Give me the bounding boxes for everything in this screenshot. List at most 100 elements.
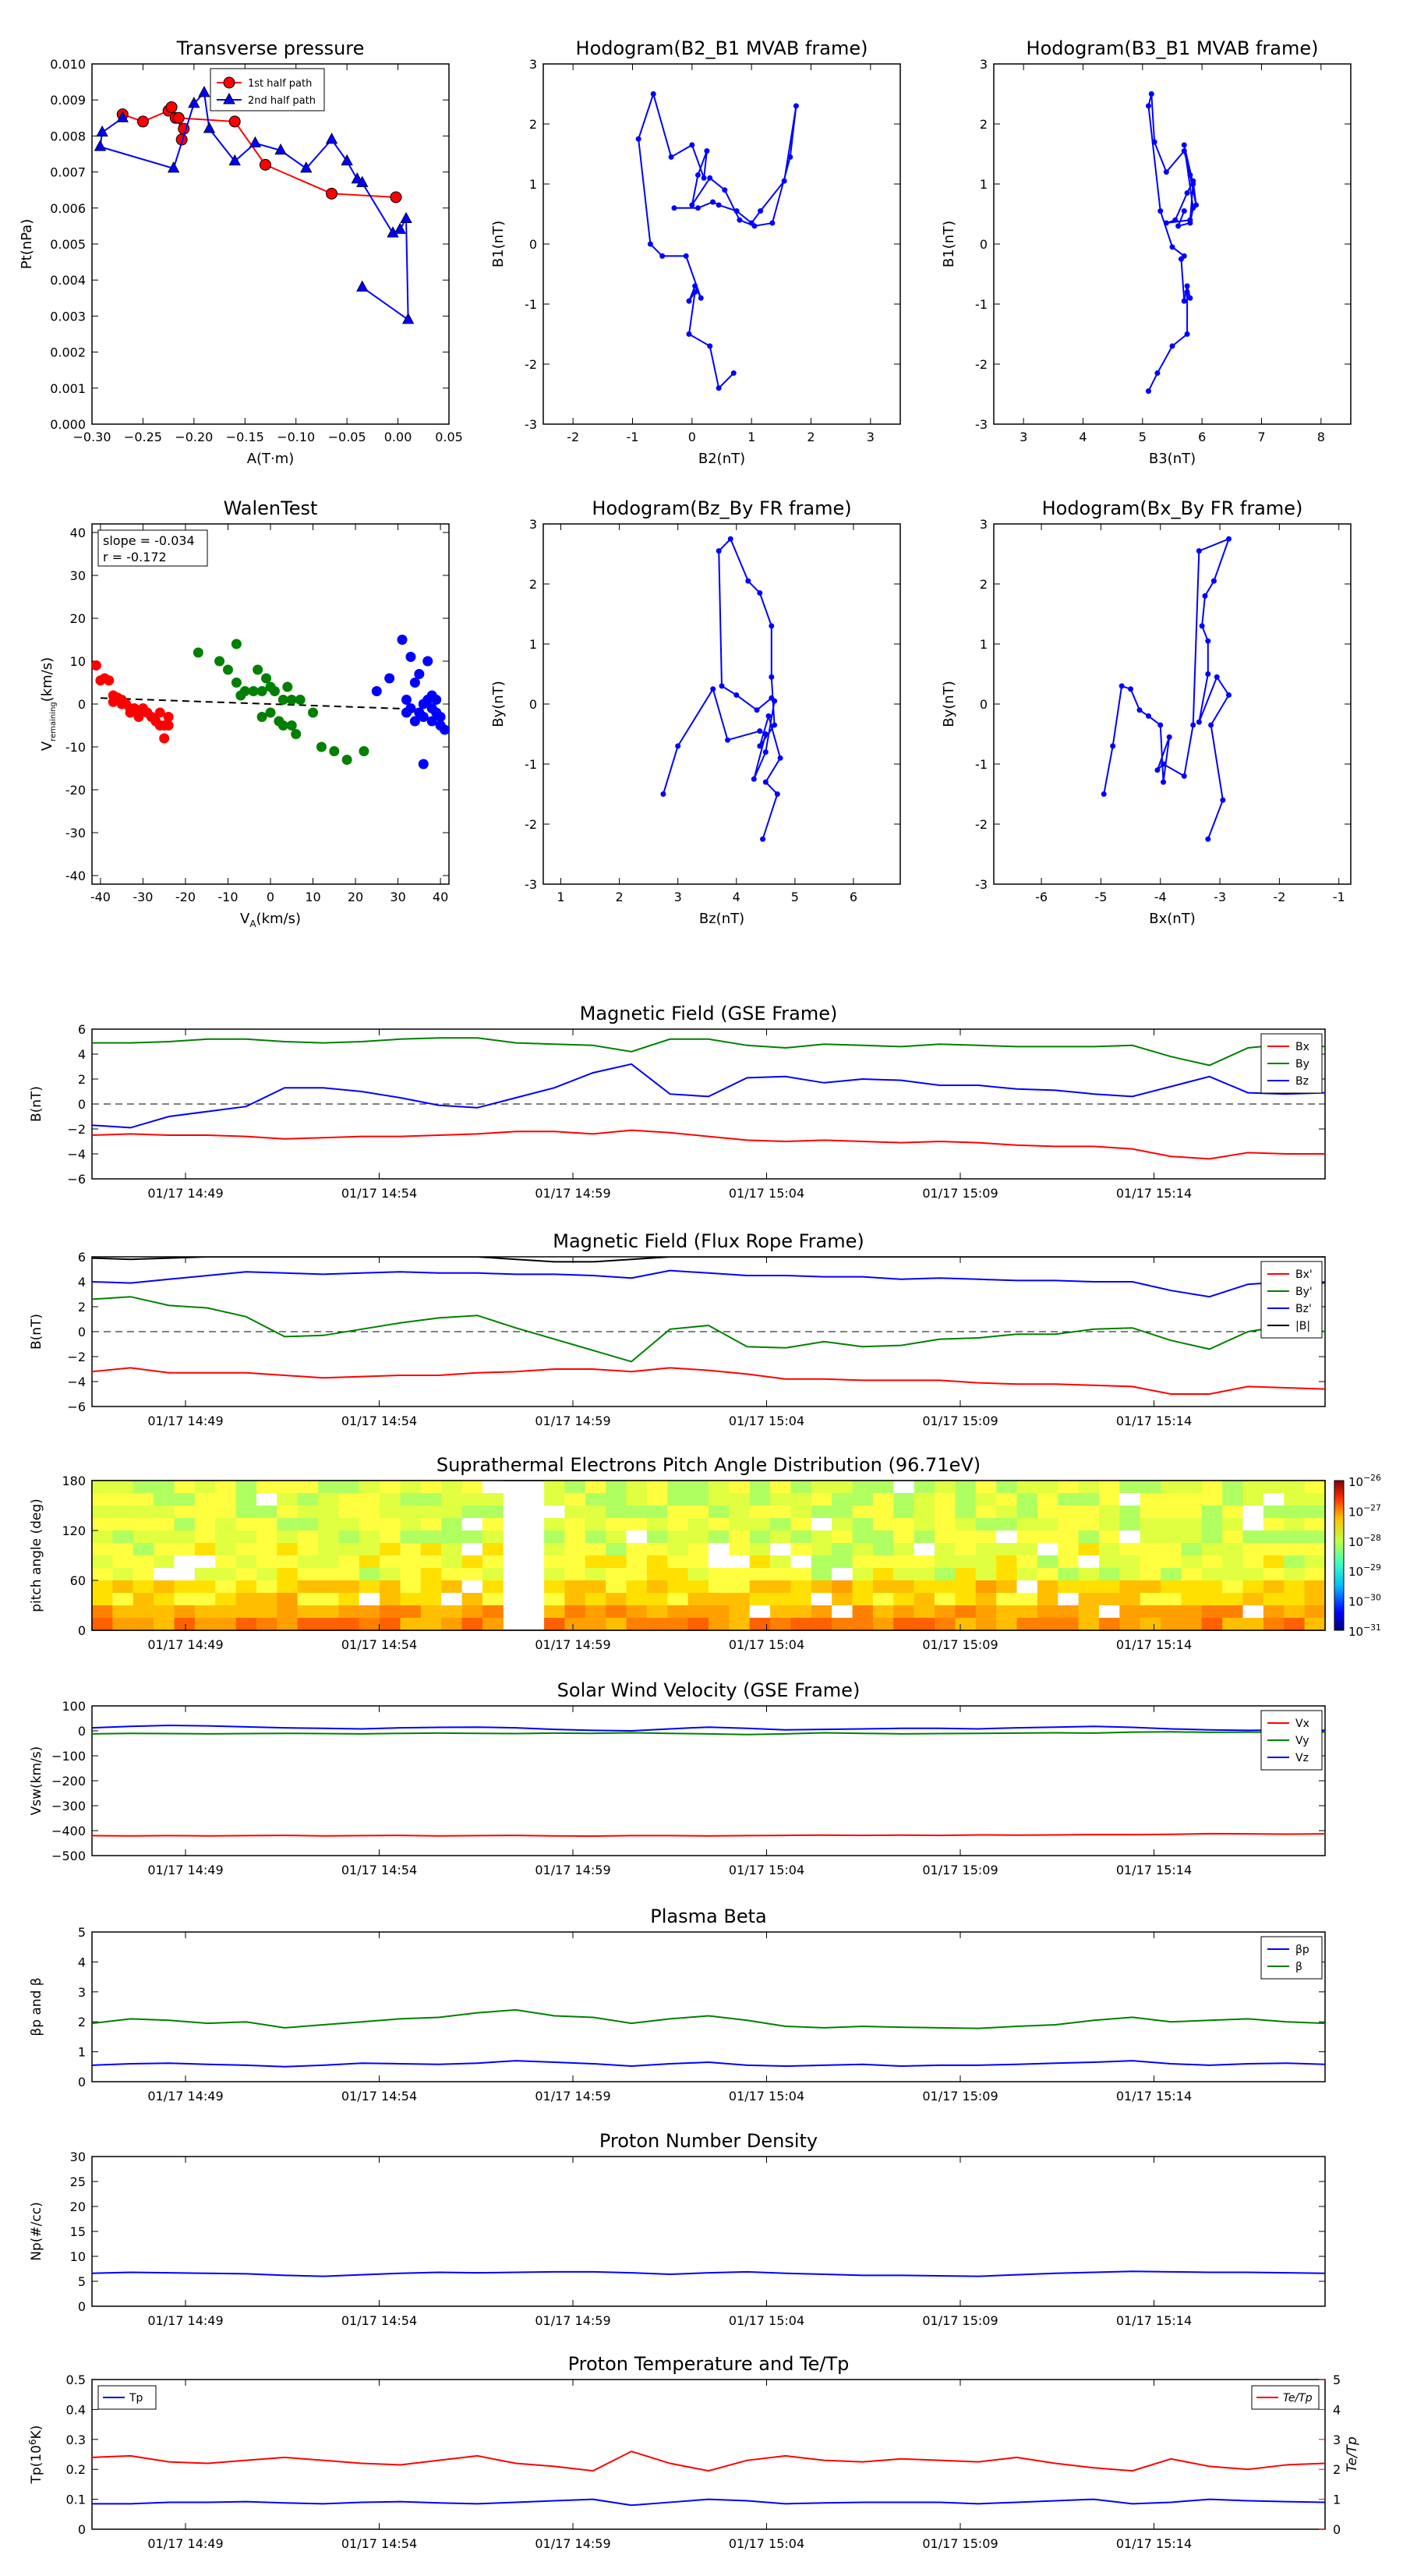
pad-cell	[1016, 1506, 1038, 1519]
pad-cell	[1058, 1481, 1080, 1494]
pad-cell	[1119, 1493, 1141, 1506]
mag_fr-ytick-label: 6	[78, 1250, 86, 1265]
pad-title: Suprathermal Electrons Pitch Angle Distr…	[436, 1454, 981, 1476]
pad-cell	[790, 1580, 812, 1594]
pad-cell	[749, 1568, 771, 1581]
hodo_b2b1-xtick-label: 0	[688, 430, 696, 444]
vsw-legend-label: Vy	[1295, 1735, 1309, 1747]
transverse_pressure-panel: Transverse pressure−0.30 −0.25 −0.20 −0.15−…	[19, 37, 463, 467]
pad-cell	[955, 1555, 977, 1569]
pad-colorbar-label: 10−29	[1348, 1562, 1381, 1579]
pad-colorbar-label: 10−30	[1348, 1593, 1381, 1609]
mag_fr-xtick-label: 01/17 14:59	[535, 1414, 610, 1428]
pad-cell	[1263, 1580, 1285, 1594]
pad-cell	[729, 1518, 751, 1531]
pad-cell	[297, 1593, 319, 1606]
pad-cell	[687, 1555, 709, 1569]
pad-cell	[133, 1580, 154, 1594]
hodo_bzby-point	[765, 713, 772, 719]
pad-cell	[112, 1530, 134, 1544]
pad-cell	[256, 1518, 277, 1531]
np-ytick-label: 20	[70, 2199, 86, 2214]
pad-cell	[832, 1543, 853, 1556]
hodo_b2b1-title: Hodogram(B2_B1 MVAB frame)	[576, 37, 868, 59]
mag_gse-series-Bx	[92, 1129, 1325, 1160]
beta-xtick-label: 01/17 14:59	[535, 2089, 610, 2104]
pad-cell	[564, 1568, 586, 1581]
mag_fr-xtick-label: 01/17 15:09	[922, 1414, 998, 1428]
pad-cell	[174, 1593, 196, 1606]
pad-colorbar-label: 10−31	[1348, 1622, 1381, 1639]
pad-cell	[400, 1593, 422, 1606]
pad-cell	[1263, 1530, 1285, 1544]
pad-cell	[667, 1530, 689, 1544]
hodo_b3b1-point	[1190, 205, 1196, 211]
hodo_bxby-point	[1119, 683, 1125, 689]
transverse_pressure-legend-marker	[223, 76, 235, 89]
hodo_bxby-series-line	[1103, 537, 1231, 840]
pad-cell	[1284, 1506, 1306, 1519]
pad-cell	[1078, 1506, 1100, 1519]
tp-ylabel-right: Te/Tp	[1345, 2436, 1360, 2472]
pad-cell	[585, 1605, 606, 1619]
np-xtick-label: 01/17 15:14	[1116, 2313, 1192, 2328]
pad-cell	[729, 1555, 751, 1569]
walen-point	[154, 707, 165, 718]
hodo_b3b1-xtick-label: 6	[1198, 430, 1206, 444]
pad-cell	[646, 1518, 668, 1531]
pad-cell	[1222, 1493, 1244, 1506]
pad-cell	[482, 1555, 504, 1569]
pad-cell	[133, 1493, 154, 1506]
pad-cell	[461, 1543, 483, 1556]
pad-cell	[729, 1568, 751, 1581]
transverse_pressure-ytick-label: 0.009	[50, 93, 86, 108]
hodo_bzby-ytick-label: -2	[525, 817, 537, 832]
mag_gse-xtick-label: 01/17 14:59	[535, 1186, 610, 1201]
pad-cell	[832, 1555, 853, 1569]
walen-point	[235, 690, 246, 701]
walen-xtick-label: -20	[175, 890, 196, 904]
pad-cell	[1161, 1580, 1182, 1594]
pad-cell	[1016, 1530, 1038, 1544]
walen-point	[282, 681, 293, 692]
pad-cell	[297, 1543, 319, 1556]
pad-cell	[112, 1593, 134, 1606]
np-title: Proton Number Density	[599, 2130, 818, 2152]
mag_gse-ytick-label: −6	[67, 1172, 86, 1187]
pad-cell	[380, 1580, 401, 1594]
transverse_pressure-point	[341, 154, 353, 166]
pad-cell	[606, 1593, 627, 1606]
walen-point	[222, 664, 233, 675]
walen-point	[435, 712, 446, 722]
pad-cell	[174, 1555, 196, 1569]
transverse_pressure-point	[94, 140, 107, 151]
transverse_pressure-xtick-label: −0.30	[72, 430, 111, 444]
pad-cell	[256, 1543, 277, 1556]
pad-cell	[852, 1518, 874, 1531]
pad-cell	[1119, 1593, 1141, 1606]
pad-cell	[544, 1530, 565, 1544]
hodo_bxby-xtick-label: -2	[1273, 890, 1285, 904]
pad-cell	[585, 1555, 606, 1569]
walen-ytick-label: 30	[70, 568, 86, 583]
pad-cell	[646, 1618, 668, 1631]
hodo_bxby-ytick-label: 1	[980, 637, 988, 652]
pad-cell	[709, 1481, 730, 1494]
beta-title: Plasma Beta	[650, 1905, 766, 1927]
pad-cell	[277, 1568, 299, 1581]
pad-cell	[400, 1605, 422, 1619]
vsw-xtick-label: 01/17 14:49	[147, 1863, 223, 1877]
pad-cell	[646, 1580, 668, 1594]
mag_fr-ytick-label: −4	[67, 1375, 86, 1389]
pad-ytick-label: 120	[62, 1523, 86, 1538]
hodo_b3b1-point	[1184, 289, 1190, 295]
hodo_bxby-point	[1136, 707, 1143, 713]
pad-cell	[893, 1518, 915, 1531]
pad-cell	[935, 1580, 956, 1594]
walen-point	[248, 686, 259, 696]
pad-cell	[811, 1493, 832, 1506]
pad-cell	[1016, 1568, 1038, 1581]
pad-cell	[1304, 1555, 1326, 1569]
pad-cell	[92, 1593, 113, 1606]
